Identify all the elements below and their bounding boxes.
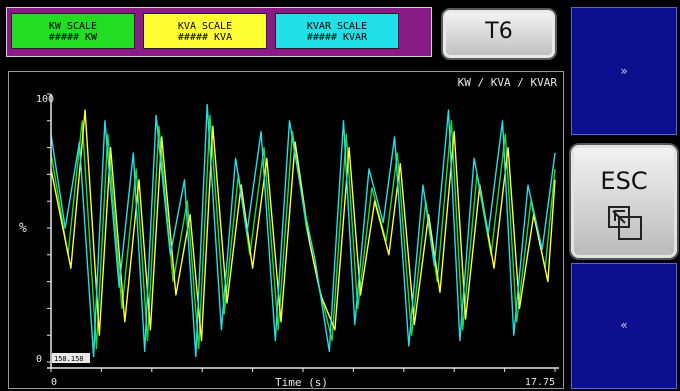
kw-series-line	[50, 114, 556, 350]
series-layer	[50, 104, 556, 358]
kvar-scale-box: KVAR SCALE ##### KVAR	[275, 13, 399, 49]
kvar-series-line	[50, 104, 556, 358]
y-tick-label-min: 0	[36, 354, 42, 365]
x-axis-label: Time (s)	[275, 376, 328, 389]
cursor-readout-box	[52, 353, 90, 363]
y-tick-label-max: 100	[36, 94, 54, 105]
chart-title: KW / KVA / KVAR	[458, 76, 558, 89]
esc-button[interactable]: ESC	[569, 143, 679, 260]
forward-button-label: »	[620, 64, 628, 78]
kva-scale-box: KVA SCALE ##### KVA	[143, 13, 267, 49]
kva-series-line	[50, 109, 556, 342]
kvar-scale-title: KVAR SCALE	[306, 21, 368, 32]
kva-scale-value: ##### KVA	[177, 32, 233, 43]
t6-button[interactable]: T6	[441, 8, 557, 60]
back-button[interactable]: «	[571, 263, 677, 389]
trend-chart-svg: KW / KVA / KVAR % Time (s) 100 0 0 17.75…	[19, 76, 559, 389]
kw-scale-title: KW SCALE	[48, 21, 98, 32]
axis-layer	[47, 93, 559, 372]
kw-scale-value: ##### KW	[48, 32, 98, 43]
back-button-label: «	[620, 318, 628, 332]
kva-scale-title: KVA SCALE	[177, 21, 233, 32]
forward-button[interactable]: »	[571, 7, 677, 135]
y-axis-label: %	[19, 221, 27, 236]
esc-button-label: ESC	[600, 167, 648, 195]
t6-button-label: T6	[485, 19, 513, 44]
scale-legend: KW SCALE ##### KW KVA SCALE ##### KVA KV…	[6, 7, 432, 57]
trend-chart: KW / KVA / KVAR % Time (s) 100 0 0 17.75…	[8, 71, 564, 389]
x-tick-label-max: 17.75	[525, 377, 555, 388]
kvar-scale-value: ##### KVAR	[306, 32, 368, 43]
cursor-readout: 158.158	[54, 355, 84, 363]
exit-icon	[608, 206, 642, 240]
kw-scale-box: KW SCALE ##### KW	[11, 13, 135, 49]
x-tick-label-min: 0	[51, 377, 57, 388]
